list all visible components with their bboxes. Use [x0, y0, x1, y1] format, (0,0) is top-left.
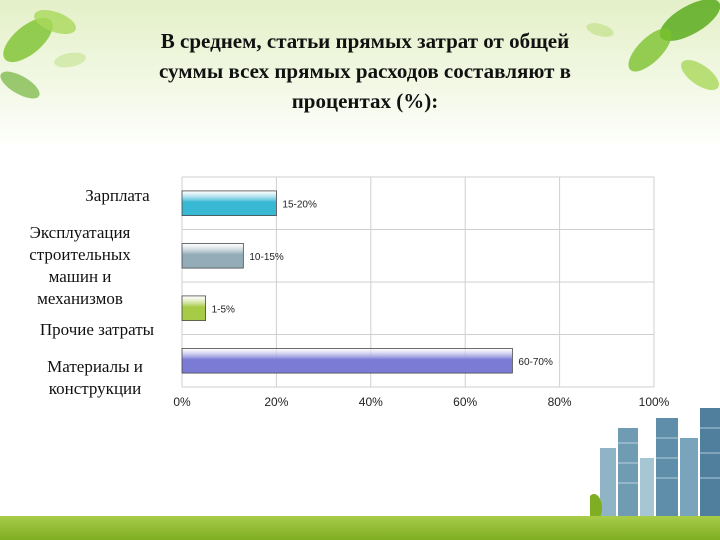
category-label-line: машин и [48, 267, 112, 286]
category-label-other-costs: Прочие затраты [22, 319, 172, 341]
data-label-4: 60-70% [518, 357, 553, 368]
category-label-line: конструкции [48, 379, 142, 398]
category-label-line: Прочие затраты [39, 320, 155, 339]
chart-bars [181, 190, 513, 374]
category-label-line: Эксплуатация [29, 223, 131, 242]
category-label-materials: Материалы и конструкции [30, 356, 160, 400]
chart-data-labels: 15-20% 10-15% 1-5% 60-70% [212, 199, 553, 368]
x-tick-label: 60% [453, 395, 477, 409]
category-label-machinery: Эксплуатация строительных машин и механи… [10, 222, 150, 310]
category-label-salary: Зарплата [60, 185, 175, 207]
skyscrapers-icon [590, 408, 720, 518]
x-tick-label: 100% [639, 395, 670, 409]
x-tick-label: 20% [264, 395, 288, 409]
data-label-3: 1-5% [212, 304, 235, 315]
category-label-line: Материалы и [47, 357, 143, 376]
bar-4 [181, 348, 513, 374]
slide-title: В среднем, статьи прямых затрат от общей… [95, 26, 635, 116]
title-line: процентах (%): [291, 89, 439, 113]
x-tick-label: 40% [359, 395, 383, 409]
title-line: В среднем, статьи прямых затрат от общей [160, 29, 570, 53]
chart-x-tick-labels: 0% 20% 40% 60% 80% 100% [173, 395, 669, 409]
x-tick-label: 80% [548, 395, 572, 409]
title-line: суммы всех прямых расходов составляют в [158, 59, 572, 83]
data-label-1: 15-20% [282, 199, 317, 210]
category-label-line: механизмов [37, 289, 123, 308]
category-label-line: Зарплата [85, 186, 150, 205]
footer-green-bar [0, 516, 720, 540]
bar-3 [181, 295, 207, 321]
bar-1 [181, 190, 277, 216]
data-label-2: 10-15% [249, 252, 284, 263]
category-label-line: строительных [29, 245, 131, 264]
green-leaves-icon [586, 0, 720, 91]
x-tick-label: 0% [173, 395, 191, 409]
bar-2 [181, 243, 244, 269]
green-leaves-icon [0, 9, 86, 99]
